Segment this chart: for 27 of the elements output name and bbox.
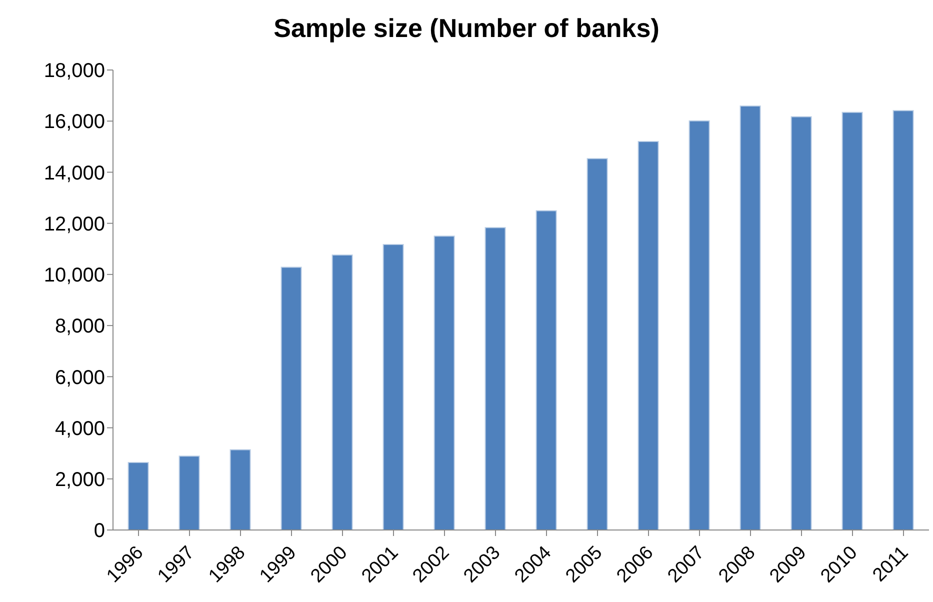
bar xyxy=(586,158,608,530)
bar xyxy=(740,106,761,530)
chart-title: Sample size (Number of banks) xyxy=(272,12,660,45)
y-tick-label: 12,000 xyxy=(44,213,105,236)
y-tick-label: 16,000 xyxy=(44,111,105,134)
bar xyxy=(434,236,455,530)
y-tick-label: 4,000 xyxy=(54,418,105,440)
bar xyxy=(280,266,302,530)
bar xyxy=(332,254,353,530)
bar xyxy=(790,116,812,530)
y-tick-label: 0 xyxy=(94,520,105,542)
bar xyxy=(178,456,200,530)
bar xyxy=(638,141,659,530)
bar xyxy=(484,227,506,530)
y-tick-label: 6,000 xyxy=(54,366,105,389)
bar xyxy=(382,244,404,530)
y-tick-label: 8,000 xyxy=(54,316,105,338)
bar xyxy=(842,112,863,530)
bar xyxy=(128,462,149,530)
bar xyxy=(688,120,710,530)
bar xyxy=(536,210,557,530)
y-tick-label: 14,000 xyxy=(44,162,105,184)
y-tick-label: 2,000 xyxy=(54,468,105,491)
y-tick-label: 10,000 xyxy=(44,264,105,287)
y-tick-label: 18,000 xyxy=(44,60,105,82)
bar xyxy=(230,449,251,530)
bar xyxy=(892,110,914,530)
